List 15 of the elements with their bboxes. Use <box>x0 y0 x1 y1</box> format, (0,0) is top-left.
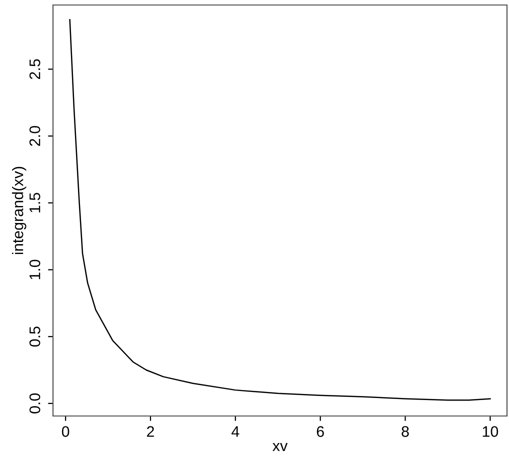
y-tick-label: 0.0 <box>29 393 40 414</box>
x-tick-label: 6 <box>316 426 324 437</box>
x-tick-label: 4 <box>232 426 240 437</box>
y-tick-label: 1.5 <box>30 192 40 212</box>
x-axis-title: xv <box>272 442 288 452</box>
x-tick-label: 8 <box>402 426 409 437</box>
y-tick-label: 0.5 <box>29 326 40 347</box>
y-tick-label: 2.0 <box>29 126 40 146</box>
line-series <box>69 19 491 401</box>
x-tick-label: 10 <box>482 426 498 437</box>
y-tick-label: 1.0 <box>29 260 40 280</box>
x-tick-label: 0 <box>62 426 70 437</box>
x-tick-label: 2 <box>147 426 154 437</box>
y-axis-title: integrand(xv) <box>12 166 26 254</box>
y-tick-label: 2.5 <box>29 59 40 80</box>
